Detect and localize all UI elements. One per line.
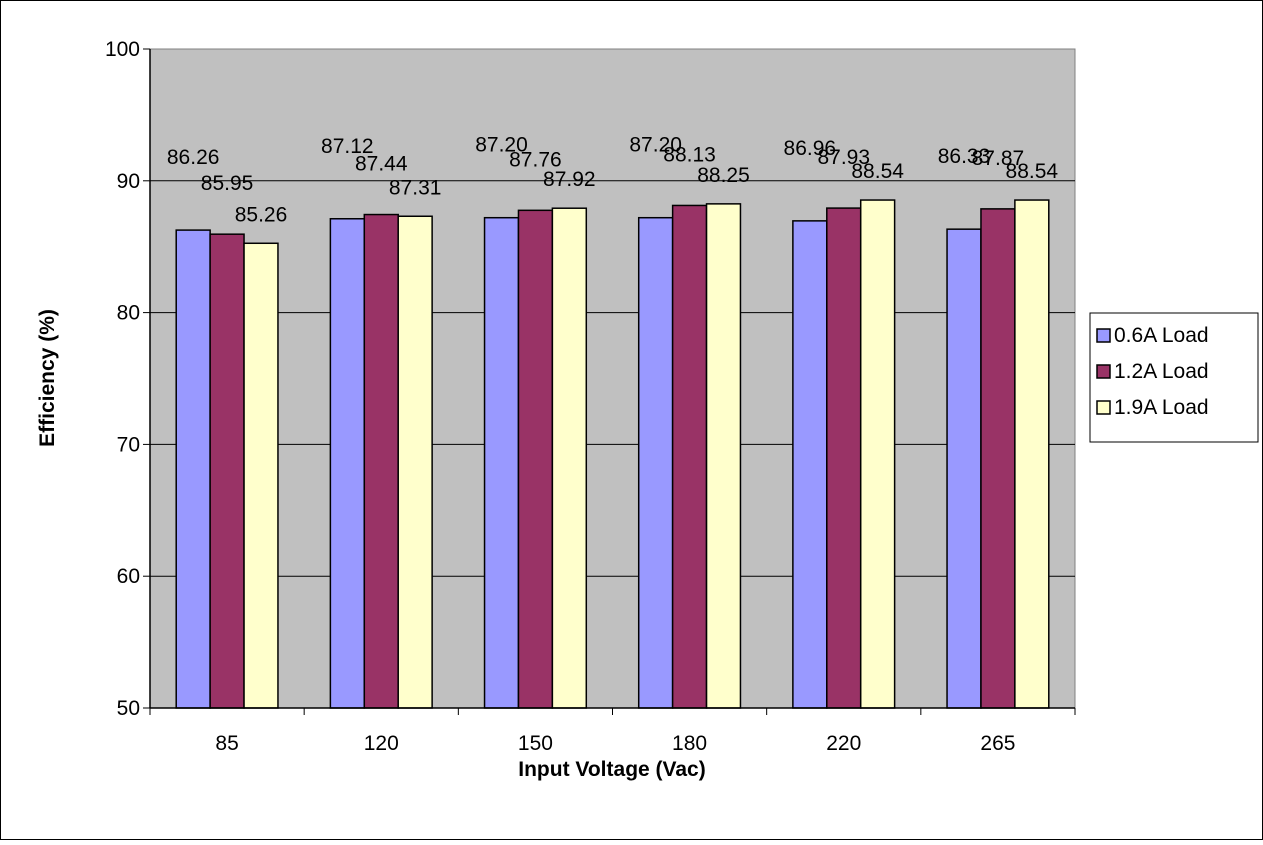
x-axis-title: Input Voltage (Vac) [518, 758, 705, 781]
y-tick-label: 100 [105, 38, 140, 61]
x-tick-label: 220 [826, 732, 861, 755]
y-tick-label: 60 [117, 565, 140, 588]
data-label: 87.93 [817, 146, 870, 169]
y-axis-title: Efficiency (%) [36, 309, 59, 447]
bar-0-6a-load [483, 216, 520, 709]
bar-0-6a-load [792, 220, 828, 709]
data-label: 87.87 [972, 147, 1025, 170]
legend-swatch [1096, 400, 1111, 415]
data-label: 86.26 [167, 146, 220, 169]
bar-0-6a-load [329, 218, 366, 709]
data-label: 88.25 [697, 164, 750, 187]
legend-box [1089, 312, 1259, 443]
bar-1-2a-load [826, 207, 862, 709]
legend: 0.6A Load 1.2A Load 1.9A Load [1089, 312, 1259, 443]
bar-1-2a-load [209, 233, 245, 709]
bar-0-6a-load [175, 229, 211, 709]
data-label: 88.54 [1006, 160, 1059, 183]
gridlines [150, 180, 1075, 577]
data-label: 88.54 [851, 160, 904, 183]
data-label: 87.92 [543, 168, 596, 191]
axes: 50 60 70 80 90 100 85 120 150 180 220 265 [105, 38, 1076, 755]
x-tick-label: 180 [672, 732, 707, 755]
y-tick-label: 50 [117, 697, 140, 720]
y-tick-label: 70 [117, 433, 140, 456]
bars [175, 199, 1050, 709]
data-label: 87.31 [389, 176, 442, 199]
legend-swatch [1096, 364, 1111, 379]
plot-area [149, 48, 1076, 709]
data-label: 87.12 [321, 135, 374, 158]
x-tick-label: 265 [980, 732, 1015, 755]
bar-1-9a-load [243, 242, 279, 709]
data-label: 87.20 [475, 134, 528, 157]
legend-swatch [1096, 328, 1111, 343]
x-tick-label: 120 [364, 732, 399, 755]
bar-1-9a-load [551, 207, 588, 709]
data-labels: 86.2685.9585.2687.1287.4487.3187.2087.76… [167, 134, 1059, 227]
bar-1-2a-load [363, 213, 399, 709]
data-label: 87.20 [629, 134, 682, 157]
legend-label: 1.9A Load [1114, 396, 1209, 419]
x-tick-label: 85 [215, 732, 238, 755]
bar-1-9a-load [397, 215, 433, 709]
x-tick-label: 150 [518, 732, 553, 755]
bar-0-6a-load [946, 228, 982, 709]
bar-1-2a-load [517, 209, 554, 709]
bar-1-9a-load [859, 199, 896, 709]
y-tick-label: 80 [117, 302, 140, 325]
data-label: 85.26 [235, 203, 288, 226]
bar-1-9a-load [705, 203, 742, 709]
data-label: 85.95 [201, 172, 254, 195]
bar-0-6a-load [637, 216, 674, 709]
data-label: 86.33 [938, 145, 991, 168]
data-label: 87.76 [509, 148, 562, 171]
data-label: 88.13 [663, 143, 716, 166]
y-tick-label: 90 [117, 170, 140, 193]
legend-label: 0.6A Load [1114, 324, 1209, 347]
bar-1-9a-load [1014, 199, 1050, 709]
data-label: 87.44 [355, 153, 408, 176]
data-label: 86.96 [784, 137, 837, 160]
bar-1-2a-load [980, 208, 1016, 709]
legend-label: 1.2A Load [1114, 360, 1209, 383]
bar-1-2a-load [671, 204, 708, 709]
